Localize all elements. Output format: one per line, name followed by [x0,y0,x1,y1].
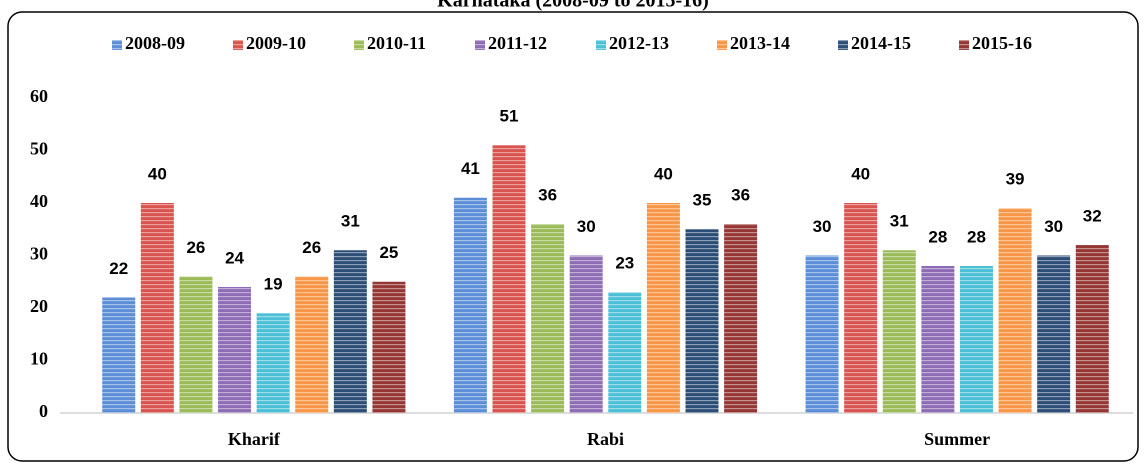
legend-swatch [354,40,364,50]
bar [646,203,680,413]
bar [531,224,565,413]
data-label: 26 [302,238,321,257]
bar [685,229,719,413]
x-tick-label: Summer [924,429,990,449]
data-label: 32 [1083,206,1102,225]
bar [844,203,878,413]
legend-label: 2012-13 [609,33,669,53]
y-tick-label: 30 [30,244,48,264]
chart-frame [7,11,1139,462]
data-label: 23 [615,254,634,273]
data-label: 36 [731,185,750,204]
data-label: 36 [538,185,557,204]
y-tick-label: 60 [30,86,48,106]
bar [140,203,174,413]
data-label: 30 [813,217,832,236]
bar [569,255,603,413]
data-label: 30 [577,217,596,236]
data-label: 51 [500,107,519,126]
legend-label: 2009-10 [246,33,306,53]
data-label: 28 [967,227,986,246]
legend-swatch [959,40,969,50]
bar [102,297,136,413]
data-label: 31 [890,212,909,231]
legend-swatch [596,40,606,50]
x-tick-label: Rabi [587,429,624,449]
legend-label: 2010-11 [367,33,426,53]
bar [218,287,252,413]
bar [1037,255,1071,413]
data-label: 19 [264,275,283,294]
legend-swatch [717,40,727,50]
legend-swatch [475,40,485,50]
y-tick-label: 50 [30,139,48,159]
bar [492,145,526,413]
bar [179,276,213,413]
data-label: 35 [693,191,712,210]
bar [1075,245,1109,413]
data-label: 31 [341,212,360,231]
data-label: 40 [148,164,167,183]
y-tick-label: 10 [30,349,48,369]
bar [921,266,955,413]
bar [453,197,487,413]
legend-label: 2014-15 [851,33,911,53]
bar [805,255,839,413]
legend-swatch [112,40,122,50]
data-label: 28 [928,227,947,246]
bar [372,281,406,413]
bar [295,276,329,413]
legend-swatch [838,40,848,50]
y-tick-label: 0 [39,401,48,421]
chart-title: Karnataka (2008-09 to 2015-16) [437,0,709,12]
bar [959,266,993,413]
bar [882,250,916,413]
legend-label: 2011-12 [488,33,547,53]
data-label: 40 [654,164,673,183]
data-label: 41 [461,159,480,178]
data-label: 24 [225,248,244,267]
bar [608,292,642,413]
legend-label: 2015-16 [972,33,1032,53]
bar [333,250,367,413]
data-label: 25 [379,243,398,262]
y-tick-label: 40 [30,191,48,211]
data-label: 40 [851,164,870,183]
y-tick-label: 20 [30,296,48,316]
legend-label: 2013-14 [730,33,790,53]
x-tick-label: Kharif [228,429,281,449]
bar [256,313,290,413]
bar [724,224,758,413]
data-label: 39 [1006,170,1025,189]
bar [998,208,1032,413]
legend-swatch [233,40,243,50]
data-label: 26 [186,238,205,257]
data-label: 22 [109,259,128,278]
legend-label: 2008-09 [125,33,185,53]
data-label: 30 [1044,217,1063,236]
